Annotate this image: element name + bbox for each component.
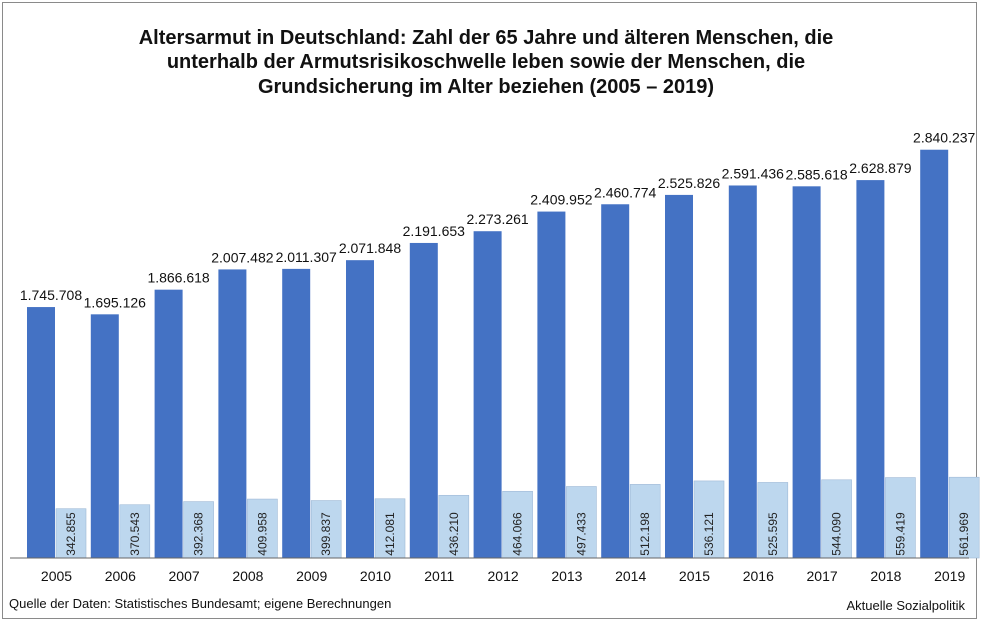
data-label-basic-security-2010: 412.081 — [383, 512, 397, 556]
data-label-poverty-risk-2005: 1.745.708 — [20, 287, 82, 303]
data-label-poverty-risk-2008: 2.007.482 — [211, 249, 273, 265]
x-tick-2019: 2019 — [934, 568, 965, 584]
bar-poverty-risk-2007 — [154, 289, 183, 558]
bar-basic-security-2019 — [948, 476, 980, 559]
bar-poverty-risk-2019 — [920, 149, 949, 558]
data-label-basic-security-2014: 512.198 — [638, 512, 652, 556]
chart-title: Altersarmut in Deutschland: Zahl der 65 … — [139, 27, 834, 98]
bar-poverty-risk-2008 — [218, 269, 247, 558]
data-label-basic-security-2011: 436.210 — [447, 512, 461, 556]
chart-title-line-2: unterhalb der Armutsrisikoschwelle leben… — [167, 51, 805, 73]
x-tick-2011: 2011 — [424, 568, 454, 584]
bar-poverty-risk-2013 — [537, 211, 566, 558]
bars-group: 1.745.708 342.855 1.695.126 370.543 1.866.61… — [20, 130, 980, 559]
data-label-poverty-risk-2009: 2.011.307 — [276, 249, 337, 265]
x-tick-2006: 2006 — [105, 568, 136, 584]
data-label-basic-security-2006: 370.543 — [128, 512, 142, 556]
bar-poverty-risk-2016 — [728, 185, 757, 558]
bar-basic-security-2015 — [693, 480, 725, 559]
data-label-basic-security-2012: 464.066 — [511, 512, 525, 556]
x-tick-2010: 2010 — [360, 568, 391, 584]
bar-poverty-risk-2018 — [856, 180, 885, 559]
bar-poverty-risk-2014 — [601, 204, 630, 558]
bar-poverty-risk-2005 — [27, 307, 55, 558]
x-axis-ticks: 2005 2006 2007 2008 2009 2010 2011 2012 2013 2014… — [41, 568, 966, 584]
bar-poverty-risk-2017 — [792, 186, 821, 558]
data-label-poverty-risk-2007: 1.866.618 — [147, 270, 209, 286]
bar-basic-security-2005 — [55, 508, 87, 559]
x-tick-2008: 2008 — [232, 568, 263, 584]
data-label-basic-security-2008: 409.958 — [255, 512, 269, 556]
bar-poverty-risk-2012 — [473, 231, 502, 558]
bar-basic-security-2017 — [821, 479, 852, 559]
x-tick-2015: 2015 — [679, 568, 710, 584]
publisher-credit: Aktuelle Sozialpolitik — [846, 598, 965, 613]
data-label-poverty-risk-2016: 2.591.436 — [722, 165, 784, 181]
chart-title-line-1: Altersarmut in Deutschland: Zahl der 65 … — [139, 27, 834, 49]
chart-title-line-3: Grundsicherung im Alter beziehen (2005 –… — [258, 76, 714, 98]
data-label-poverty-risk-2013: 2.409.952 — [530, 192, 592, 208]
bar-poverty-risk-2009 — [282, 268, 311, 558]
x-tick-2017: 2017 — [807, 568, 838, 584]
data-label-basic-security-2016: 525.595 — [766, 512, 780, 556]
bar-poverty-risk-2010 — [346, 260, 374, 558]
data-label-poverty-risk-2010: 2.071.848 — [339, 240, 401, 256]
x-tick-2009: 2009 — [296, 568, 327, 584]
data-label-poverty-risk-2017: 2.585.618 — [785, 166, 847, 182]
data-label-basic-security-2005: 342.855 — [64, 512, 78, 556]
data-label-basic-security-2019: 561.969 — [957, 512, 971, 556]
x-tick-2014: 2014 — [615, 568, 646, 584]
bar-basic-security-2009 — [310, 500, 342, 559]
x-tick-2013: 2013 — [551, 568, 582, 584]
data-label-poverty-risk-2006: 1.695.126 — [84, 294, 146, 310]
data-label-poverty-risk-2011: 2.191.653 — [403, 223, 465, 239]
bar-basic-security-2006 — [119, 504, 151, 559]
x-tick-2012: 2012 — [488, 568, 519, 584]
data-label-basic-security-2017: 544.090 — [830, 512, 844, 556]
data-label-basic-security-2009: 399.837 — [319, 512, 333, 556]
data-label-basic-security-2018: 559.419 — [893, 512, 907, 556]
data-label-basic-security-2007: 392.368 — [192, 512, 206, 556]
bar-basic-security-2018 — [885, 477, 916, 559]
bar-poverty-risk-2011 — [409, 242, 438, 558]
bar-basic-security-2014 — [629, 484, 661, 559]
bar-poverty-risk-2006 — [90, 314, 119, 558]
bar-basic-security-2013 — [566, 486, 597, 559]
data-label-poverty-risk-2018: 2.628.879 — [849, 160, 911, 176]
x-tick-2018: 2018 — [870, 568, 901, 584]
bar-poverty-risk-2015 — [665, 194, 693, 558]
data-label-poverty-risk-2015: 2.525.826 — [658, 175, 720, 191]
data-label-poverty-risk-2019: 2.840.237 — [913, 130, 975, 146]
data-label-poverty-risk-2014: 2.460.774 — [594, 184, 656, 200]
x-tick-2016: 2016 — [743, 568, 774, 584]
data-label-basic-security-2015: 536.121 — [702, 512, 716, 556]
source-note: Quelle der Daten: Statistisches Bundesam… — [9, 596, 391, 611]
data-label-basic-security-2013: 497.433 — [574, 512, 588, 556]
bar-basic-security-2011 — [438, 494, 470, 559]
bar-basic-security-2007 — [183, 501, 214, 559]
x-tick-2007: 2007 — [169, 568, 200, 584]
data-label-poverty-risk-2012: 2.273.261 — [466, 211, 528, 227]
x-tick-2005: 2005 — [41, 568, 72, 584]
